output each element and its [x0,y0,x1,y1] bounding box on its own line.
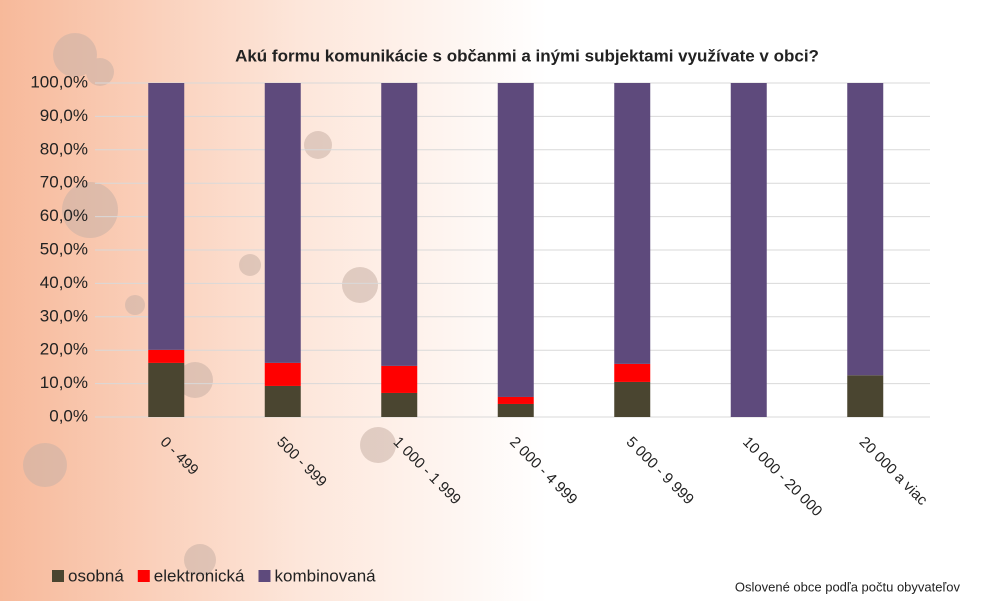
legend-label: elektronická [154,566,245,585]
bar-segment [265,386,301,417]
y-tick-label: 100,0% [30,72,88,91]
bar-segment [847,375,883,417]
y-tick-label: 20,0% [40,340,88,359]
bar-segment [614,83,650,364]
bar-segment [148,83,184,350]
chart: Akú formu komunikácie s občanmi a inými … [0,0,995,601]
y-tick-label: 30,0% [40,306,88,325]
x-axis-title: Oslovené obce podľa počtu obyvateľov [735,579,961,594]
bar-segment [498,404,534,417]
legend-swatch [52,570,64,582]
y-tick-label: 10,0% [40,373,88,392]
y-tick-label: 0,0% [49,406,88,425]
legend-swatch [259,570,271,582]
bar-segment [498,397,534,404]
y-tick-label: 90,0% [40,106,88,125]
bar-segment [148,350,184,363]
y-tick-label: 70,0% [40,173,88,192]
bar-segment [498,83,534,397]
y-tick-label: 40,0% [40,273,88,292]
bar-segment [381,366,417,393]
chart-title: Akú formu komunikácie s občanmi a inými … [235,46,819,65]
bar-segment [731,83,767,417]
bar-segment [148,363,184,417]
y-tick-label: 80,0% [40,139,88,158]
legend-label: osobná [68,566,124,585]
bar-segment [614,382,650,417]
bar-segment [265,363,301,386]
legend-swatch [138,570,150,582]
y-tick-label: 60,0% [40,206,88,225]
bar-segment [381,393,417,417]
bar-segment [265,83,301,363]
y-tick-label: 50,0% [40,239,88,258]
legend-label: kombinovaná [275,566,377,585]
bar-segment [847,83,883,375]
bar-segment [614,364,650,382]
bar-segment [381,83,417,366]
